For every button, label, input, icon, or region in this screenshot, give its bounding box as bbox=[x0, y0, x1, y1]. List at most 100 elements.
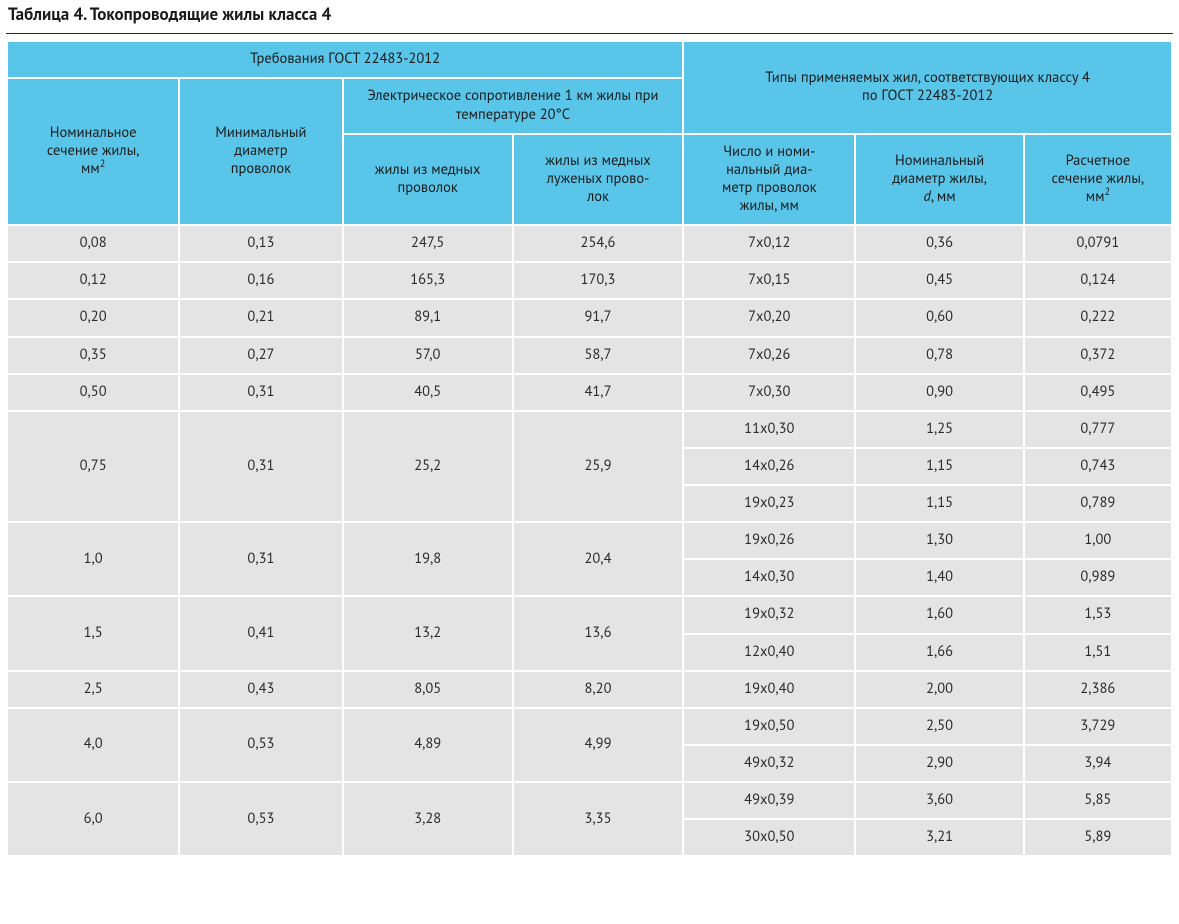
table-row: 0,350,2757,058,77х0,260,780,372 bbox=[7, 337, 1172, 374]
th-nominal-section-sup: 2 bbox=[100, 157, 106, 170]
cell-nominal-section: 0,50 bbox=[7, 374, 179, 411]
cell-nominal-diameter: 0,90 bbox=[855, 374, 1023, 411]
cell-resist-copper: 57,0 bbox=[343, 337, 513, 374]
cell-count-diameter: 19х0,40 bbox=[683, 671, 855, 708]
cell-calc-section: 0,0791 bbox=[1024, 225, 1172, 262]
cell-nominal-diameter: 2,00 bbox=[855, 671, 1023, 708]
table-row: 1,50,4113,213,619х0,321,601,53 bbox=[7, 596, 1172, 633]
cell-calc-section: 0,222 bbox=[1024, 299, 1172, 336]
cell-nominal-diameter: 1,66 bbox=[855, 634, 1023, 671]
cell-min-diameter: 0,21 bbox=[179, 299, 342, 336]
title-rule bbox=[6, 33, 1173, 34]
cell-nominal-section: 6,0 bbox=[7, 782, 179, 856]
cell-calc-section: 0,124 bbox=[1024, 262, 1172, 299]
th-resist-group: Электрическое сопротивление 1 км жилы пр… bbox=[343, 78, 684, 133]
cell-count-diameter: 7х0,12 bbox=[683, 225, 855, 262]
cell-resist-copper: 4,89 bbox=[343, 708, 513, 782]
cell-calc-section: 0,495 bbox=[1024, 374, 1172, 411]
cell-nominal-diameter: 2,50 bbox=[855, 708, 1023, 745]
table-row: 1,00,3119,820,419х0,261,301,00 bbox=[7, 522, 1172, 559]
th-nominal-section-l2: сечение жилы, bbox=[47, 141, 140, 160]
cell-calc-section: 2,386 bbox=[1024, 671, 1172, 708]
cell-resist-tinned: 8,20 bbox=[513, 671, 683, 708]
table-row: 2,50,438,058,2019х0,402,002,386 bbox=[7, 671, 1172, 708]
cell-calc-section: 0,372 bbox=[1024, 337, 1172, 374]
cell-resist-tinned: 3,35 bbox=[513, 782, 683, 856]
th-calc-section: Расчетное сечение жилы, мм2 bbox=[1024, 134, 1172, 226]
cell-nominal-diameter: 3,60 bbox=[855, 782, 1023, 819]
cell-count-diameter: 7х0,26 bbox=[683, 337, 855, 374]
th-gost-group: Требования ГОСТ 22483-2012 bbox=[7, 41, 683, 78]
table-row: 0,750,3125,225,911х0,301,250,777 bbox=[7, 411, 1172, 448]
cell-calc-section: 1,00 bbox=[1024, 522, 1172, 559]
cell-min-diameter: 0,53 bbox=[179, 782, 342, 856]
cell-min-diameter: 0,13 bbox=[179, 225, 342, 262]
cell-calc-section: 3,94 bbox=[1024, 745, 1172, 782]
table-row: 0,200,2189,191,77х0,200,600,222 bbox=[7, 299, 1172, 336]
cell-nominal-section: 0,75 bbox=[7, 411, 179, 522]
table-body: 0,080,13247,5254,67х0,120,360,07910,120,… bbox=[7, 225, 1172, 856]
cell-nominal-section: 0,35 bbox=[7, 337, 179, 374]
cell-resist-tinned: 254,6 bbox=[513, 225, 683, 262]
th-nom-diam-l2: диаметр жилы, bbox=[892, 169, 987, 188]
cell-resist-copper: 25,2 bbox=[343, 411, 513, 522]
th-nominal-section-l3: мм bbox=[81, 159, 100, 178]
conductors-table: Требования ГОСТ 22483-2012 Типы применяе… bbox=[6, 40, 1173, 857]
th-calc-l2: сечение жилы, bbox=[1052, 169, 1145, 188]
cell-nominal-diameter: 1,60 bbox=[855, 596, 1023, 633]
cell-calc-section: 5,89 bbox=[1024, 819, 1172, 856]
cell-nominal-section: 4,0 bbox=[7, 708, 179, 782]
cell-resist-copper: 13,2 bbox=[343, 596, 513, 670]
cell-resist-tinned: 58,7 bbox=[513, 337, 683, 374]
cell-calc-section: 3,729 bbox=[1024, 708, 1172, 745]
cell-nominal-diameter: 1,15 bbox=[855, 485, 1023, 522]
cell-min-diameter: 0,31 bbox=[179, 522, 342, 596]
cell-resist-tinned: 25,9 bbox=[513, 411, 683, 522]
cell-min-diameter: 0,31 bbox=[179, 374, 342, 411]
cell-calc-section: 0,789 bbox=[1024, 485, 1172, 522]
th-nom-diam-rest: , мм bbox=[931, 187, 956, 206]
cell-calc-section: 1,53 bbox=[1024, 596, 1172, 633]
th-types-group-line2: по ГОСТ 22483-2012 bbox=[862, 86, 993, 105]
table-head: Требования ГОСТ 22483-2012 Типы применяе… bbox=[7, 41, 1172, 225]
cell-count-diameter: 12х0,40 bbox=[683, 634, 855, 671]
cell-nominal-diameter: 2,90 bbox=[855, 745, 1023, 782]
cell-calc-section: 0,777 bbox=[1024, 411, 1172, 448]
cell-resist-copper: 8,05 bbox=[343, 671, 513, 708]
th-nom-diam-d: d bbox=[924, 187, 931, 206]
cell-min-diameter: 0,31 bbox=[179, 411, 342, 522]
page: Таблица 4. Токопроводящие жилы класса 4 … bbox=[0, 0, 1179, 863]
cell-count-diameter: 19х0,32 bbox=[683, 596, 855, 633]
th-calc-l1: Расчетное bbox=[1066, 151, 1131, 170]
cell-resist-tinned: 4,99 bbox=[513, 708, 683, 782]
cell-min-diameter: 0,53 bbox=[179, 708, 342, 782]
cell-min-diameter: 0,41 bbox=[179, 596, 342, 670]
cell-resist-tinned: 41,7 bbox=[513, 374, 683, 411]
table-row: 0,500,3140,541,77х0,300,900,495 bbox=[7, 374, 1172, 411]
cell-resist-copper: 3,28 bbox=[343, 782, 513, 856]
cell-calc-section: 0,743 bbox=[1024, 448, 1172, 485]
cell-count-diameter: 19х0,26 bbox=[683, 522, 855, 559]
cell-nominal-diameter: 1,15 bbox=[855, 448, 1023, 485]
cell-nominal-section: 2,5 bbox=[7, 671, 179, 708]
cell-nominal-diameter: 0,45 bbox=[855, 262, 1023, 299]
cell-resist-copper: 40,5 bbox=[343, 374, 513, 411]
cell-nominal-section: 0,20 bbox=[7, 299, 179, 336]
table-row: 4,00,534,894,9919х0,502,503,729 bbox=[7, 708, 1172, 745]
th-calc-sup: 2 bbox=[1104, 185, 1110, 198]
cell-nominal-diameter: 3,21 bbox=[855, 819, 1023, 856]
cell-count-diameter: 49х0,32 bbox=[683, 745, 855, 782]
cell-resist-copper: 165,3 bbox=[343, 262, 513, 299]
th-nominal-section: Номинальное сечение жилы, мм2 bbox=[7, 78, 179, 225]
th-nom-diam: Номинальный диаметр жилы, d, мм bbox=[855, 134, 1023, 226]
th-tinned-l2: луженых прово- bbox=[547, 169, 650, 188]
th-count-diam-l3: метр проволок bbox=[722, 178, 817, 197]
cell-count-diameter: 49х0,39 bbox=[683, 782, 855, 819]
cell-nominal-diameter: 0,78 bbox=[855, 337, 1023, 374]
cell-count-diameter: 7х0,15 bbox=[683, 262, 855, 299]
cell-nominal-diameter: 0,60 bbox=[855, 299, 1023, 336]
cell-resist-tinned: 170,3 bbox=[513, 262, 683, 299]
table-row: 0,080,13247,5254,67х0,120,360,0791 bbox=[7, 225, 1172, 262]
cell-count-diameter: 19х0,23 bbox=[683, 485, 855, 522]
cell-resist-copper: 247,5 bbox=[343, 225, 513, 262]
